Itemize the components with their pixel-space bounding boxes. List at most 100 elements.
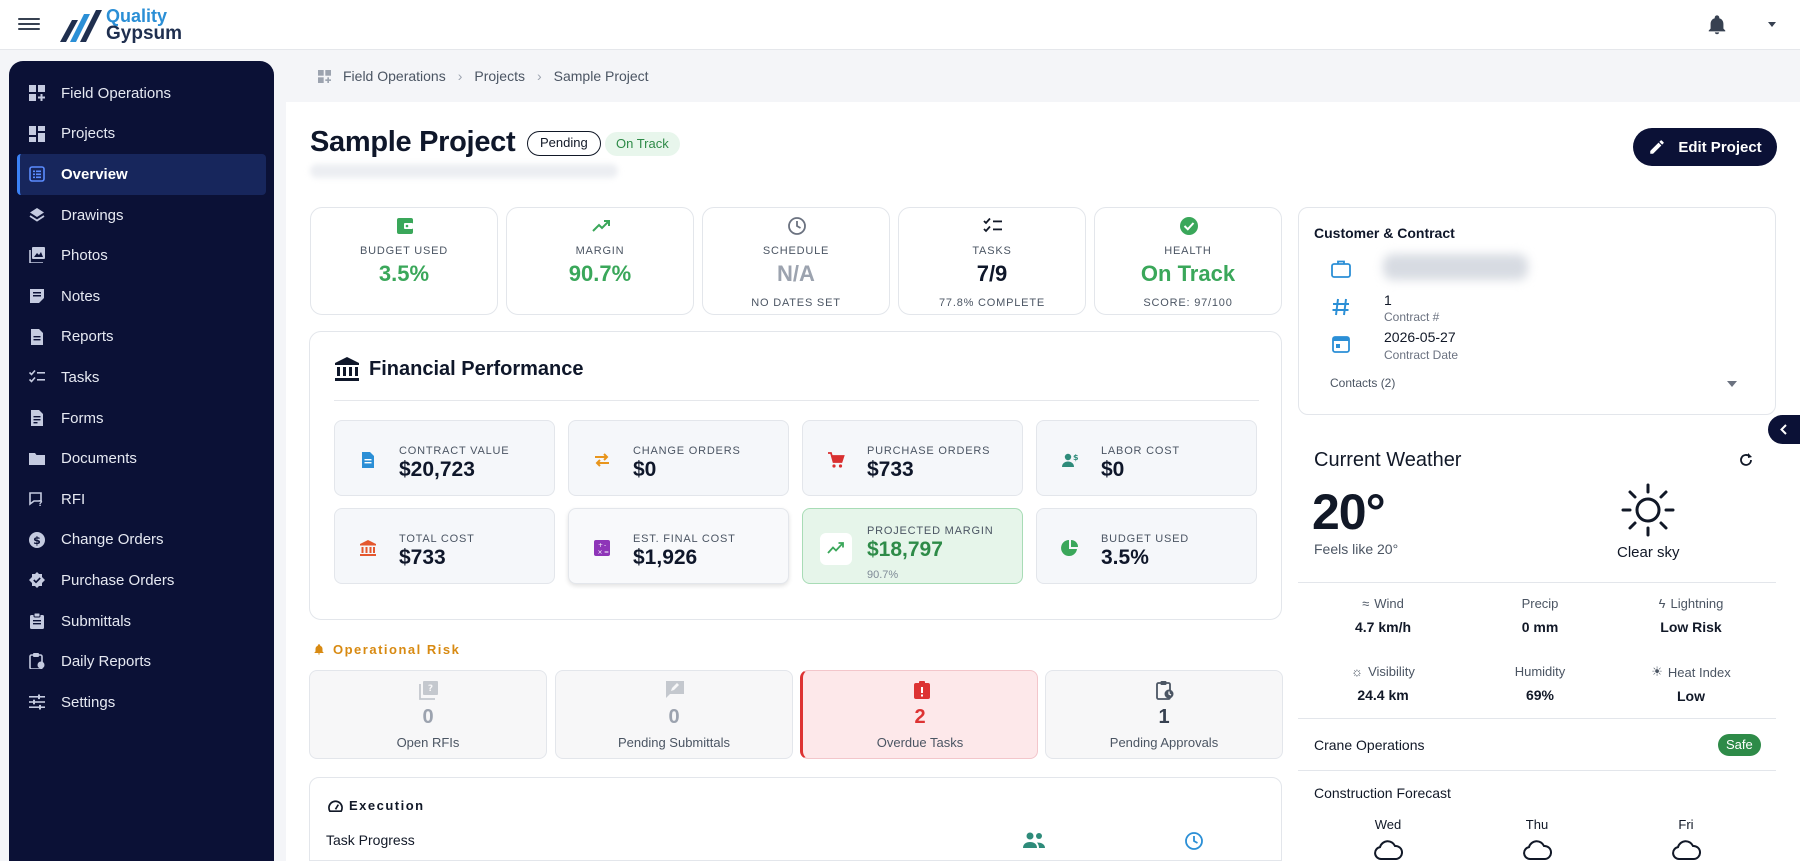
rfi-icon: ? [29, 492, 43, 507]
edit-project-label: Edit Project [1678, 138, 1762, 156]
breadcrumb-field-operations[interactable]: Field Operations [343, 68, 446, 84]
risk-card-pending-submittals[interactable]: 0 Pending Submittals [555, 670, 793, 759]
sidebar-item-change-orders[interactable]: $ Change Orders [9, 520, 274, 561]
edit-project-button[interactable]: Edit Project [1633, 128, 1777, 166]
breadcrumb-projects[interactable]: Projects [474, 68, 525, 84]
kpi-tasks: TASKS 7/9 77.8% COMPLETE [898, 207, 1086, 315]
kpi-label: TASKS [972, 245, 1012, 257]
sidebar-item-daily-reports[interactable]: Daily Reports [9, 641, 274, 682]
fin-card-value: 3.5% [1101, 546, 1149, 569]
fin-card-label: PROJECTED MARGIN [867, 525, 994, 537]
svg-text:$: $ [1073, 453, 1079, 462]
risk-value: 0 [668, 706, 680, 728]
logo[interactable]: Quality Gypsum [58, 6, 182, 44]
clock-icon [1185, 832, 1203, 850]
forecast-day: Thu [1525, 817, 1549, 832]
form-icon [31, 409, 43, 426]
sidebar-item-reports[interactable]: Reports [9, 317, 274, 358]
execution-title: Execution [349, 798, 425, 813]
sidebar-item-forms[interactable]: Forms [9, 398, 274, 439]
chat-edit-icon [666, 681, 684, 698]
kpi-schedule: SCHEDULE N/A NO DATES SET [702, 207, 890, 315]
sidebar-item-overview[interactable]: Overview [17, 154, 266, 195]
risk-card-pending-approvals[interactable]: 1 Pending Approvals [1045, 670, 1283, 759]
risk-card-open-rfis[interactable]: ? 0 Open RFIs [309, 670, 547, 759]
account-dropdown-chevron-down-icon[interactable] [1768, 22, 1776, 27]
weather-stat-value: 24.4 km [1357, 687, 1409, 703]
checklist-icon [29, 370, 45, 383]
weather-stat-label: Heat Index [1667, 664, 1731, 680]
collapse-panel-button[interactable] [1768, 415, 1800, 444]
note-icon [30, 288, 44, 303]
document-icon [362, 452, 374, 468]
dashboard-plus-icon [29, 85, 45, 101]
svg-text:?: ? [38, 499, 43, 507]
sidebar-item-documents[interactable]: Documents [9, 438, 274, 479]
customer-name-redacted [1383, 254, 1528, 280]
contract-date-label: Contract Date [1384, 348, 1459, 362]
sidebar-item-purchase-orders[interactable]: Purchase Orders [9, 560, 274, 601]
sidebar-item-label: Projects [61, 125, 116, 143]
page-title: Sample Project [310, 126, 516, 158]
kpi-sub: SCORE: 97/100 [1143, 297, 1233, 309]
logo-text-gypsum: Gypsum [106, 23, 183, 44]
kpi-health: HEALTH On Track SCORE: 97/100 [1094, 207, 1282, 315]
sidebar-item-projects[interactable]: Projects [9, 114, 274, 155]
sidebar-item-submittals[interactable]: Submittals [9, 601, 274, 642]
weather-stat-label: Humidity [1514, 664, 1566, 679]
fin-card-label: EST. FINAL COST [633, 533, 736, 545]
pie-chart-icon [1061, 540, 1078, 556]
sidebar: Field Operations Projects Overview Drawi… [9, 61, 274, 861]
sidebar-item-rfi[interactable]: ? RFI [9, 479, 274, 520]
bank-icon [335, 357, 359, 381]
crane-operations-label: Crane Operations [1314, 737, 1425, 753]
divider [334, 400, 1259, 401]
kpi-label: SCHEDULE [762, 245, 830, 257]
dashboard-icon [29, 125, 45, 142]
fin-card-label: CONTRACT VALUE [399, 445, 510, 457]
chevron-right-icon: › [457, 68, 463, 84]
shopping-cart-icon [828, 452, 845, 468]
hamburger-menu-icon[interactable] [18, 15, 40, 35]
risk-label: Open RFIs [396, 735, 460, 750]
weather-stat-value: 0 mm [1521, 619, 1559, 635]
weather-feels-like: Feels like 20° [1314, 541, 1399, 557]
calendar-icon [1332, 336, 1350, 353]
sidebar-item-label: Reports [61, 328, 114, 346]
customer-contract-panel [1298, 207, 1776, 415]
sidebar-item-notes[interactable]: Notes [9, 276, 274, 317]
fin-card-value: $0 [1101, 458, 1125, 481]
fin-card-purchase-orders: PURCHASE ORDERS $733 [802, 420, 1023, 496]
sidebar-item-label: Purchase Orders [61, 571, 175, 589]
kpi-value: 3.5% [378, 261, 430, 286]
sidebar-item-tasks[interactable]: Tasks [9, 357, 274, 398]
bell-icon[interactable] [1706, 14, 1728, 36]
divider [1298, 582, 1776, 583]
risk-card-overdue-tasks[interactable]: 2 Overdue Tasks [800, 670, 1038, 759]
pencil-icon [1650, 140, 1665, 154]
sidebar-item-label: Field Operations [61, 84, 172, 102]
verified-icon [29, 572, 45, 589]
alert-clipboard-icon [914, 681, 930, 699]
sidebar-item-drawings[interactable]: Drawings [9, 195, 274, 236]
sidebar-item-label: Tasks [61, 368, 100, 386]
risk-label: Pending Approvals [1109, 735, 1219, 750]
weather-stat-heat-index: ☀ Heat Index Low [1612, 664, 1770, 704]
kpi-sub: NO DATES SET [751, 297, 841, 309]
calculator-icon: + -× = [594, 540, 610, 556]
daily-report-icon [29, 653, 45, 670]
bell-icon [314, 644, 324, 655]
chevron-down-icon[interactable] [1727, 381, 1737, 387]
refresh-icon[interactable] [1738, 452, 1754, 468]
sidebar-item-settings[interactable]: Settings [9, 682, 274, 723]
contract-number: 1 [1384, 292, 1392, 308]
sidebar-item-label: Drawings [61, 206, 124, 224]
contacts-toggle[interactable]: Contacts (2) [1330, 376, 1396, 390]
sidebar-item-photos[interactable]: Photos [9, 235, 274, 276]
report-icon [31, 328, 43, 345]
breadcrumb: Field Operations › Projects › Sample Pro… [318, 68, 649, 84]
sidebar-item-field-operations[interactable]: Field Operations [9, 73, 274, 114]
dashboard-plus-icon [318, 69, 331, 83]
weather-stat-label: Wind [1374, 596, 1404, 611]
kpi-label: BUDGET USED [359, 245, 449, 257]
